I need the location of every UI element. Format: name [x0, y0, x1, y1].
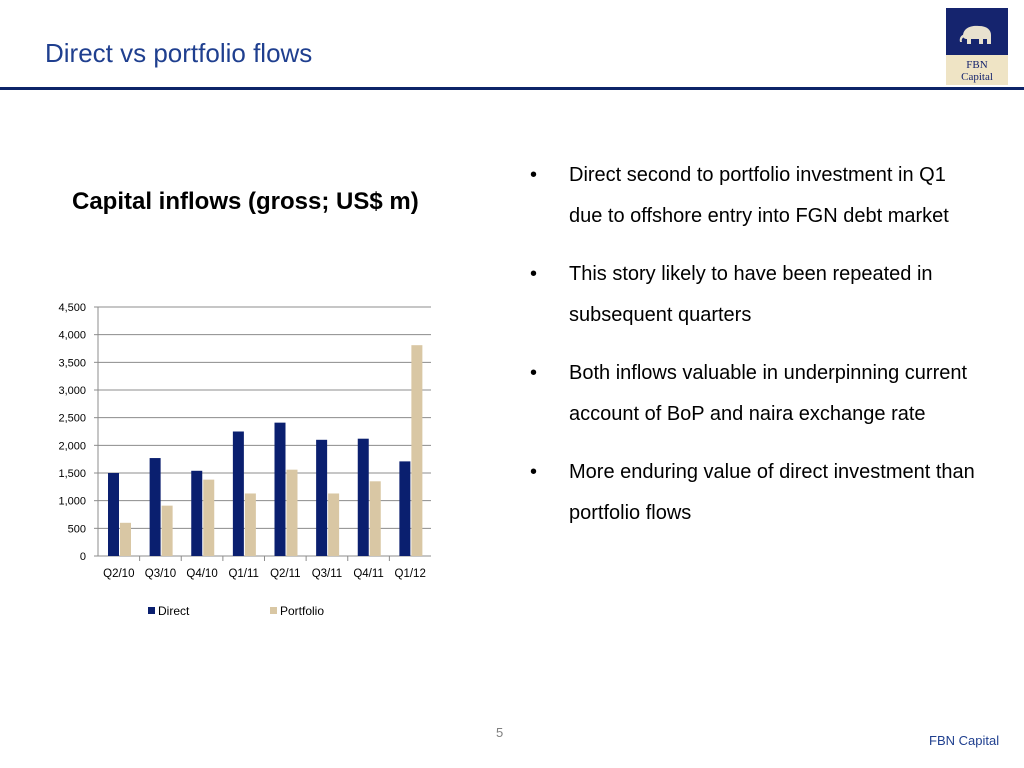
bar-direct [149, 458, 161, 556]
y-tick-label: 2,000 [58, 440, 86, 452]
y-tick-label: 1,000 [58, 496, 86, 508]
y-tick-label: 3,500 [58, 357, 86, 369]
y-tick-label: 4,000 [58, 330, 86, 342]
y-tick-label: 1,500 [58, 468, 86, 480]
logo-line-1: FBN [966, 59, 988, 71]
legend-swatch-direct [148, 607, 155, 614]
y-tick-label: 0 [80, 551, 86, 563]
x-tick-label: Q2/10 [103, 568, 134, 580]
legend-label-direct: Direct [158, 604, 190, 618]
logo-line-2: Capital [961, 71, 993, 83]
bullet-text: This story likely to have been repeated … [569, 263, 933, 326]
x-tick-label: Q1/12 [395, 568, 426, 580]
bar-direct [191, 470, 203, 556]
capital-inflows-chart: 0 500 1,000 1,500 2,000 2,500 3,000 3,500 4,000 4… [58, 302, 431, 618]
bullet-list: • Direct second to portfolio investment i… [530, 155, 980, 551]
x-tick-label: Q2/11 [270, 568, 300, 580]
slide-title: Direct vs portfolio flows [45, 38, 313, 68]
y-tick-label: 4,500 [58, 302, 86, 314]
logo-text: FBN Capital [946, 55, 1008, 85]
y-tick-label: 2,500 [58, 413, 86, 425]
bar-portfolio [244, 493, 256, 556]
x-tick-label: Q4/10 [186, 568, 217, 580]
bullet-marker: • [530, 362, 538, 384]
bar-portfolio [120, 522, 131, 556]
bar-direct [274, 422, 286, 556]
y-tick-label: 500 [68, 523, 86, 535]
bullet-marker: • [530, 263, 538, 285]
bullet-item: • More enduring value of direct investmen… [530, 452, 980, 534]
x-tick-label: Q3/10 [145, 568, 176, 580]
bullet-item: • Both inflows valuable in underpinning c… [530, 353, 980, 435]
fbn-capital-logo: FBN Capital [946, 8, 1008, 85]
bar-direct [399, 461, 411, 556]
bar-direct [232, 431, 244, 556]
elephant-icon [959, 25, 991, 44]
chart-heading: Capital inflows (gross; US$ m) [72, 188, 419, 215]
bullet-text: Direct second to portfolio investment in… [569, 164, 949, 227]
bullet-text: Both inflows valuable in underpinning cu… [569, 362, 968, 425]
y-tick-label: 3,000 [58, 385, 86, 397]
bar-direct [357, 438, 369, 556]
bar-portfolio [328, 493, 340, 556]
bullet-text: More enduring value of direct investment… [569, 461, 975, 524]
bar-direct [316, 439, 328, 556]
bar-portfolio [411, 345, 423, 556]
bar-portfolio [161, 505, 173, 556]
x-tick-label: Q1/11 [228, 568, 258, 580]
footer-brand: FBN Capital [929, 733, 1000, 748]
x-tick-label: Q3/11 [312, 568, 342, 580]
page-number: 5 [496, 725, 504, 740]
legend-label-portfolio: Portfolio [280, 604, 324, 618]
bullet-marker: • [530, 164, 538, 186]
legend-swatch-portfolio [270, 607, 277, 614]
bar-portfolio [369, 481, 381, 556]
x-tick-label: Q4/11 [353, 568, 383, 580]
bullet-marker: • [530, 461, 538, 483]
bullet-item: • Direct second to portfolio investment i… [530, 155, 980, 237]
bar-portfolio [203, 479, 215, 556]
title-divider [0, 87, 1024, 90]
bar-portfolio [286, 469, 298, 556]
bar-direct [108, 473, 119, 556]
bullet-item: • This story likely to have been repeated… [530, 254, 980, 336]
